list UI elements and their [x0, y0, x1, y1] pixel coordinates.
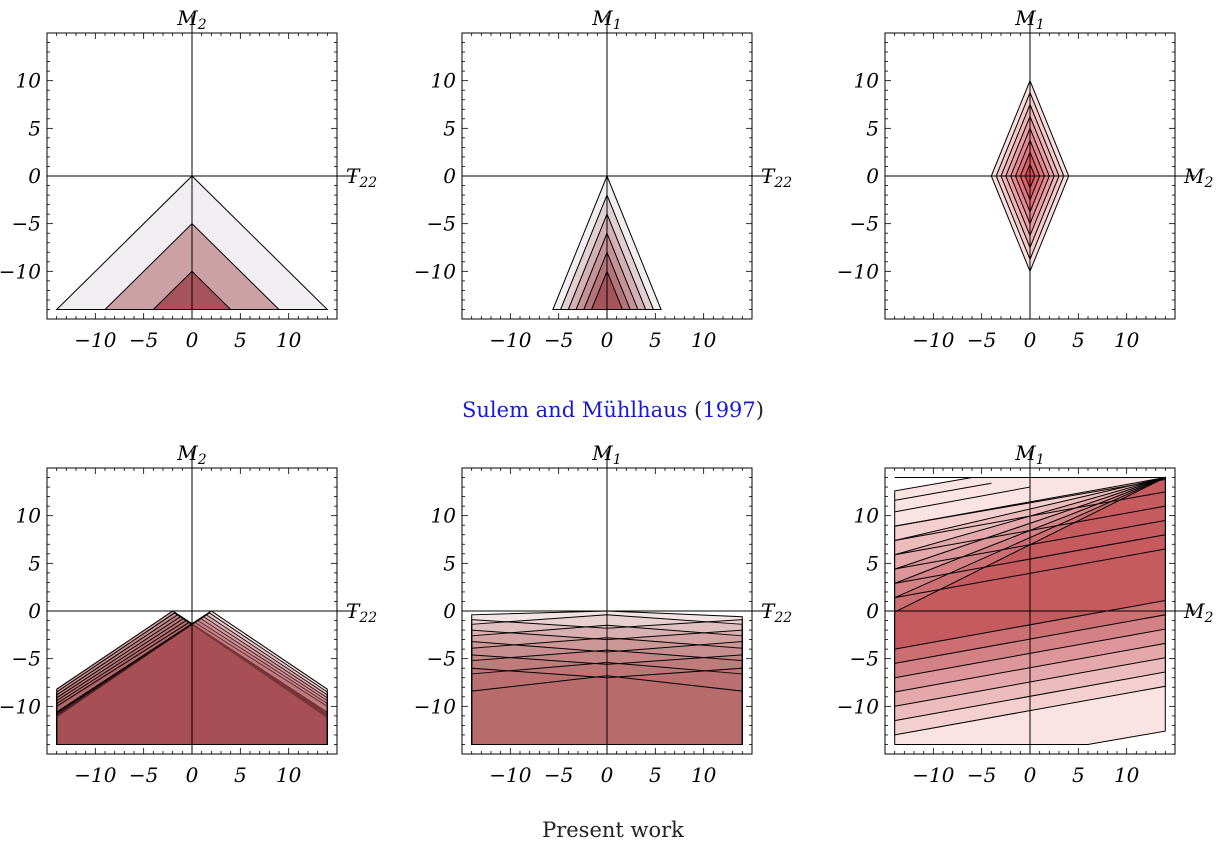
xtick-label-bottom-left-0: −10	[74, 763, 116, 787]
ytick-label-top-right-2: 0	[866, 164, 879, 188]
ytick-label-bottom-right-1: −5	[850, 647, 879, 671]
xtick-label-bottom-middle-0: −10	[489, 763, 531, 787]
caption-top-paren-close: )	[755, 398, 764, 422]
xlabel-top-middle: T22	[761, 164, 792, 191]
xlabel-bottom-right: M2	[1183, 599, 1213, 626]
ytick-label-top-middle-4: 10	[431, 69, 457, 93]
ytick-label-top-left-3: 5	[28, 116, 41, 140]
ytick-label-top-middle-1: −5	[427, 212, 456, 236]
ytick-label-bottom-left-0: −10	[0, 694, 41, 718]
ytick-label-bottom-left-4: 10	[16, 504, 42, 528]
ytick-label-bottom-middle-1: −5	[427, 647, 456, 671]
ytick-label-bottom-left-3: 5	[28, 551, 41, 575]
panel-top-right: −10 −5 0 5 10 −10 −5 0 5 10 M1 M2	[837, 6, 1214, 352]
xlabel-bottom-left: T22	[346, 599, 377, 626]
xtick-label-top-right-1: −5	[967, 328, 996, 352]
caption-top-year[interactable]: 1997	[702, 398, 756, 422]
ytick-label-top-left-4: 10	[16, 69, 42, 93]
xtick-label-bottom-left-3: 5	[234, 763, 247, 787]
xlabel-bottom-middle: T22	[761, 599, 792, 626]
chart-title-bottom-left: M2	[176, 441, 206, 468]
xtick-label-top-left-2: 0	[186, 328, 199, 352]
ytick-label-bottom-middle-0: −10	[414, 694, 456, 718]
xtick-label-top-left-1: −5	[129, 328, 158, 352]
ytick-label-top-left-1: −5	[12, 212, 41, 236]
xtick-label-top-middle-0: −10	[489, 328, 531, 352]
xtick-label-top-middle-3: 5	[649, 328, 662, 352]
ytick-label-top-right-4: 10	[854, 69, 880, 93]
panel-bottom-right: −10 −5 0 5 10 −10 −5 0 5 10 M1 M2	[837, 441, 1214, 787]
xtick-label-bottom-middle-3: 5	[649, 763, 662, 787]
band-line-bottom-right-7	[894, 486, 1031, 513]
xtick-label-bottom-middle-4: 10	[691, 763, 717, 787]
xtick-label-bottom-right-0: −10	[912, 763, 954, 787]
xtick-label-bottom-middle-2: 0	[601, 763, 614, 787]
xtick-label-bottom-right-4: 10	[1114, 763, 1140, 787]
xtick-label-top-left-0: −10	[74, 328, 116, 352]
ytick-label-top-middle-3: 5	[443, 116, 456, 140]
chart-title-top-right: M1	[1014, 6, 1044, 33]
caption-bottom: Present work	[542, 818, 684, 842]
xlabel-top-right: M2	[1183, 164, 1213, 191]
xlabel-top-left: T22	[346, 164, 377, 191]
chart-title-bottom-right: M1	[1014, 441, 1044, 468]
ytick-label-top-left-0: −10	[0, 259, 41, 283]
xtick-label-top-right-2: 0	[1024, 328, 1037, 352]
ytick-label-bottom-left-1: −5	[12, 647, 41, 671]
xtick-label-bottom-right-3: 5	[1072, 763, 1085, 787]
panel-top-middle: −10 −5 0 5 10 −10 −5 0 5 10 M1 T22	[414, 6, 792, 352]
xtick-label-bottom-right-2: 0	[1024, 763, 1037, 787]
xtick-label-top-left-3: 5	[234, 328, 247, 352]
ytick-label-bottom-right-2: 0	[866, 599, 879, 623]
ytick-label-top-right-0: −10	[837, 259, 879, 283]
xtick-label-top-right-4: 10	[1114, 328, 1140, 352]
panel-bottom-middle: −10 −5 0 5 10 −10 −5 0 5 10 M1 T22	[414, 441, 792, 787]
ytick-label-bottom-left-2: 0	[28, 599, 41, 623]
ytick-label-bottom-middle-2: 0	[443, 599, 456, 623]
chart-title-bottom-middle: M1	[591, 441, 621, 468]
ytick-label-bottom-middle-3: 5	[443, 551, 456, 575]
xtick-label-top-middle-2: 0	[601, 328, 614, 352]
ytick-label-top-middle-2: 0	[443, 164, 456, 188]
ytick-label-bottom-right-3: 5	[866, 551, 879, 575]
xtick-label-bottom-left-2: 0	[186, 763, 199, 787]
ytick-label-top-right-1: −5	[850, 212, 879, 236]
xtick-label-bottom-right-1: −5	[967, 763, 996, 787]
chart-title-top-middle: M1	[591, 6, 621, 33]
chart-title-top-left: M2	[176, 6, 206, 33]
caption-top: Sulem and Mühlhaus (1997)	[0, 398, 1226, 422]
ytick-label-bottom-middle-4: 10	[431, 504, 457, 528]
ytick-label-top-middle-0: −10	[414, 259, 456, 283]
xtick-label-top-middle-4: 10	[691, 328, 717, 352]
xtick-label-bottom-middle-1: −5	[544, 763, 573, 787]
xtick-label-top-middle-1: −5	[544, 328, 573, 352]
ytick-label-bottom-right-4: 10	[854, 504, 880, 528]
xtick-label-bottom-left-1: −5	[129, 763, 158, 787]
ytick-label-bottom-right-0: −10	[837, 694, 879, 718]
panel-bottom-left: −10 −5 0 5 10 −10 −5 0 5 10 M2 T22	[0, 441, 377, 787]
xtick-label-top-left-4: 10	[276, 328, 302, 352]
caption-top-paren-open: (	[694, 398, 703, 422]
band-line-bottom-right-8	[894, 482, 992, 501]
ytick-label-top-right-3: 5	[866, 116, 879, 140]
xtick-label-top-right-3: 5	[1072, 328, 1085, 352]
xtick-label-top-right-0: −10	[912, 328, 954, 352]
caption-top-authors[interactable]: Sulem and Mühlhaus	[462, 398, 688, 422]
xtick-label-bottom-left-4: 10	[276, 763, 302, 787]
ytick-label-top-left-2: 0	[28, 164, 41, 188]
panel-top-left: −10 −5 0 5 10 −10 −5 0 5 10 M2 T22	[0, 6, 377, 352]
